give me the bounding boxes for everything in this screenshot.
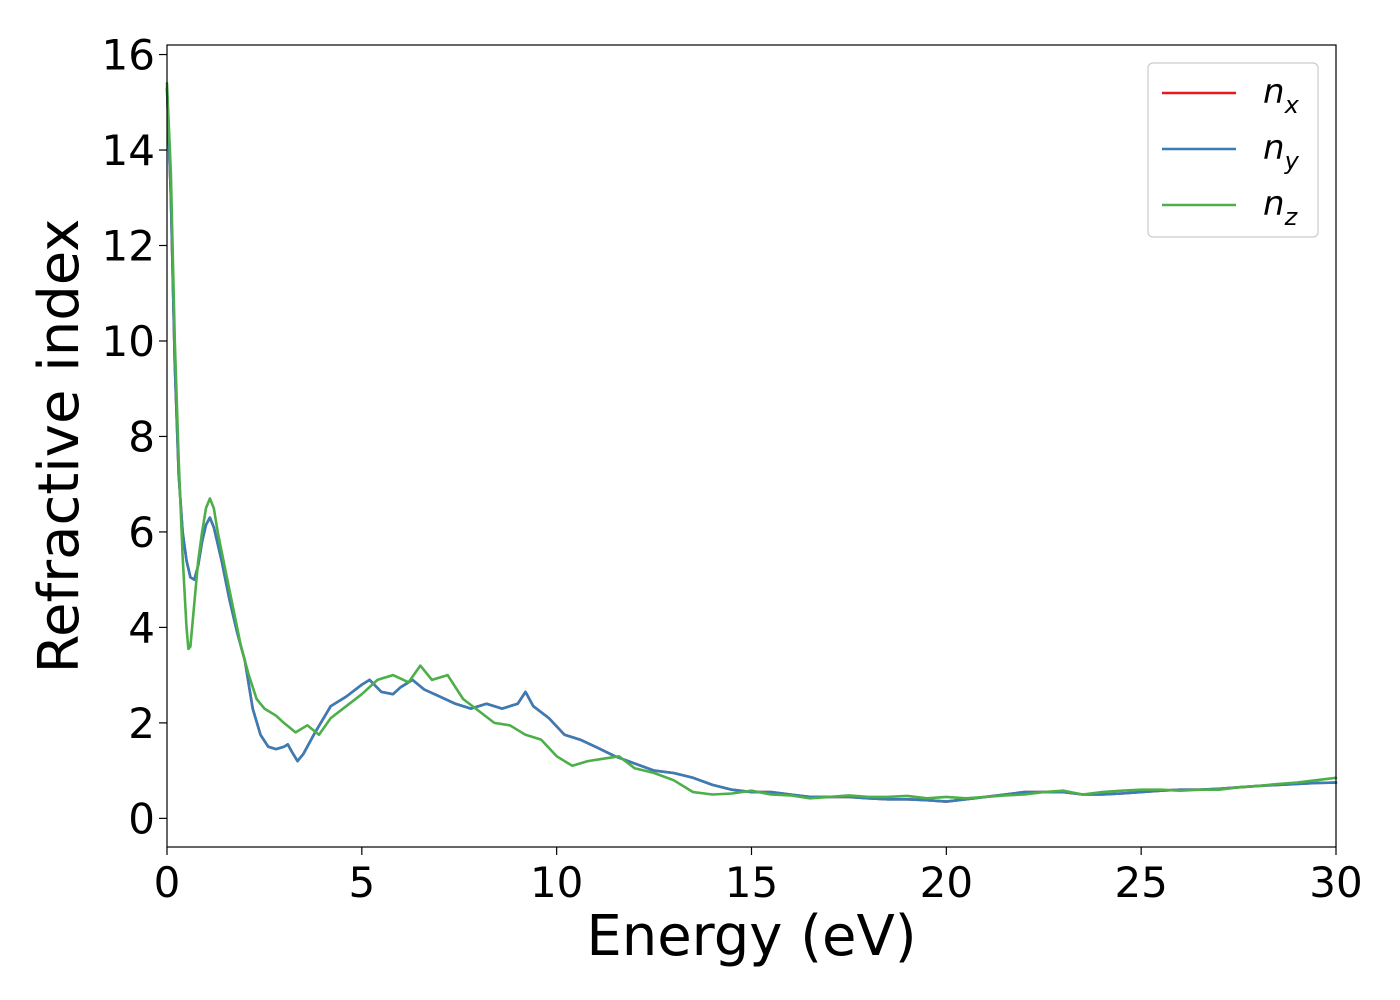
y-tick-label: 4 <box>128 603 155 652</box>
legend-label-z: nz <box>1263 184 1299 231</box>
y-tick-label: 14 <box>102 126 155 175</box>
legend-label-subscript: x <box>1284 91 1300 119</box>
x-tick-label: 0 <box>154 858 181 907</box>
y-tick-label: 0 <box>128 794 155 843</box>
legend-label-y: ny <box>1263 128 1300 175</box>
legend-label-subscript: y <box>1284 147 1300 175</box>
series-layer <box>165 81 1338 803</box>
y-tick-label: 2 <box>128 699 155 748</box>
legend-label-subscript: z <box>1284 203 1299 231</box>
x-tick-label: 25 <box>1114 858 1167 907</box>
y-axis-title: Refractive index <box>27 219 92 674</box>
legend-label-x: nx <box>1263 72 1300 119</box>
x-tick-label: 5 <box>348 858 375 907</box>
y-axis: 0 2 4 6 8 10 12 14 16 <box>102 31 167 843</box>
x-tick-label: 15 <box>725 858 778 907</box>
x-tick-label: 10 <box>530 858 583 907</box>
y-tick-label: 6 <box>128 508 155 557</box>
x-tick-label: 30 <box>1309 858 1362 907</box>
x-tick-label: 20 <box>920 858 973 907</box>
legend-label-base: n <box>1263 72 1285 112</box>
y-tick-label: 16 <box>102 31 155 80</box>
legend-label-base: n <box>1263 184 1285 224</box>
y-tick-label: 12 <box>102 222 155 271</box>
y-tick-label: 10 <box>102 317 155 366</box>
legend-label-base: n <box>1263 128 1285 168</box>
x-axis: 0 5 10 15 20 25 30 <box>154 847 1363 907</box>
y-tick-label: 8 <box>128 412 155 461</box>
x-axis-title: Energy (eV) <box>586 904 916 969</box>
series-line-z <box>165 81 1338 800</box>
